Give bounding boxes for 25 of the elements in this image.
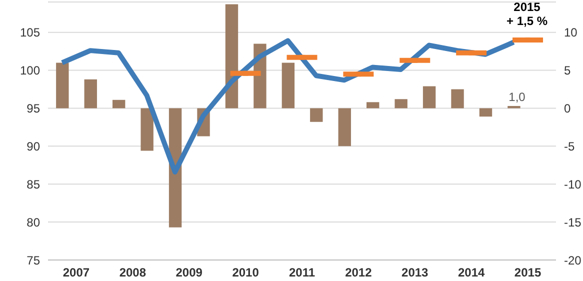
x-tick-label: 2009	[176, 266, 203, 280]
y-tick-label: 105	[20, 26, 40, 40]
y2-tick-label: -15	[564, 215, 582, 230]
y-tick-label: 90	[26, 139, 40, 154]
y2-tick-label: 0	[564, 101, 571, 116]
y-tick-label: 85	[26, 177, 40, 192]
y-tick-label: 75	[26, 253, 40, 268]
x-tick-label: 2010	[232, 266, 260, 280]
annotation: 1,0	[508, 90, 526, 104]
y2-tick-label: -10	[564, 177, 582, 192]
x-tick-label: 2014	[458, 266, 486, 280]
y2-tick-label: 5	[564, 64, 571, 78]
x-tick-label: 2008	[119, 266, 146, 280]
x-tick-label: 2012	[345, 266, 372, 280]
x-tick-label: 2007	[62, 266, 90, 280]
y-tick-label: 100	[20, 64, 40, 78]
x-tick-label: 2013	[402, 266, 429, 280]
y2-tick-label: -20	[564, 253, 582, 268]
y2-tick-label: -5	[564, 139, 575, 154]
annotation: 2015 + 1,5 %	[505, 0, 549, 28]
x-tick-label: 2015	[514, 266, 542, 280]
y-tick-label: 95	[26, 101, 40, 116]
y2-tick-label: 10	[564, 26, 578, 40]
x-tick-label: 2011	[288, 266, 316, 280]
y-tick-label: 80	[26, 215, 40, 230]
